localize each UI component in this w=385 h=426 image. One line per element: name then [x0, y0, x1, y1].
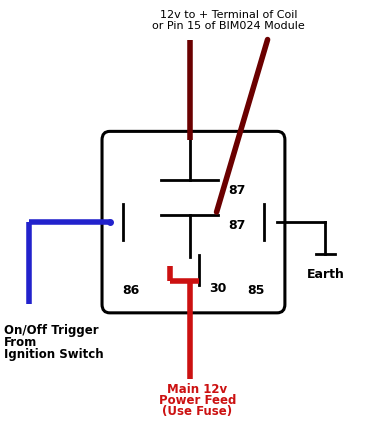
Text: Power Feed: Power Feed	[159, 393, 236, 406]
Text: Ignition Switch: Ignition Switch	[4, 348, 104, 360]
Text: 86: 86	[122, 283, 139, 296]
FancyBboxPatch shape	[102, 132, 285, 313]
Text: On/Off Trigger: On/Off Trigger	[4, 324, 99, 337]
Text: 85: 85	[247, 283, 265, 296]
Text: 30: 30	[209, 281, 226, 294]
Text: or Pin 15 of BIM024 Module: or Pin 15 of BIM024 Module	[152, 20, 305, 31]
Text: Main 12v: Main 12v	[167, 382, 228, 395]
Text: Earth: Earth	[306, 267, 344, 280]
Text: (Use Fuse): (Use Fuse)	[162, 404, 233, 417]
Text: From: From	[4, 336, 37, 348]
Text: 12v to + Terminal of Coil: 12v to + Terminal of Coil	[160, 10, 297, 20]
Text: 87: 87	[228, 218, 246, 231]
Text: 87: 87	[228, 184, 246, 197]
